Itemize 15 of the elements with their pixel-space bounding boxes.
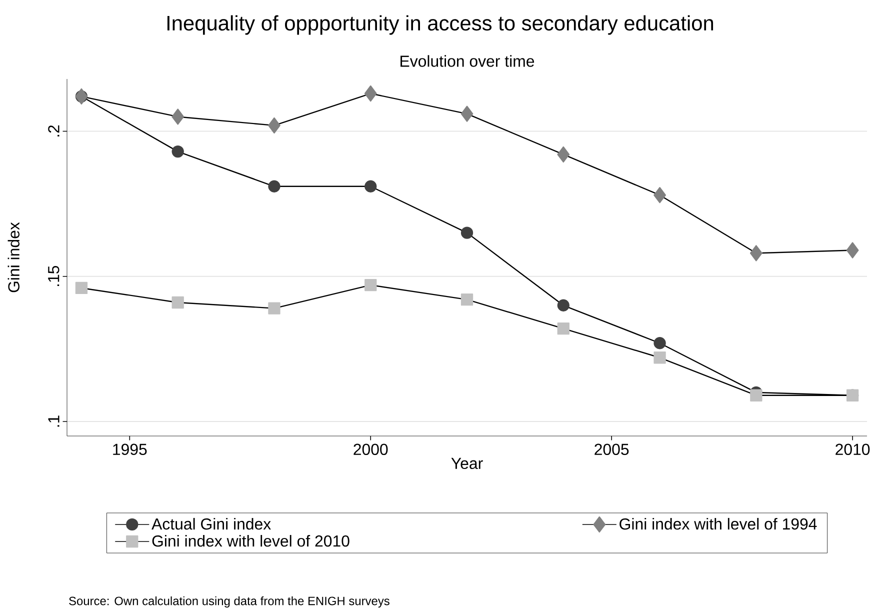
legend-label: Gini index with level of 2010 xyxy=(152,534,350,547)
source-note: Source: Own calculation using data from the ENIGH surveys xyxy=(69,596,390,608)
x-axis-title: Year xyxy=(451,458,483,470)
y-tick-label: .15 xyxy=(48,266,60,286)
y-axis-title: Gini index xyxy=(8,222,20,292)
legend-label: Gini index with level of 1994 xyxy=(620,518,817,530)
x-tick-label: 2005 xyxy=(594,444,629,456)
chart-subtitle: Evolution over time xyxy=(400,55,534,67)
x-tick-label: 2010 xyxy=(836,444,870,456)
y-tick-label: .2 xyxy=(48,125,60,136)
chart-title: Inequality of oppportunity in access to secondary education xyxy=(167,15,714,35)
x-tick-label: 1995 xyxy=(113,444,147,456)
legend-label: Actual Gini index xyxy=(152,518,271,530)
x-tick-label: 2000 xyxy=(354,444,388,456)
y-tick-label: .1 xyxy=(48,416,60,427)
